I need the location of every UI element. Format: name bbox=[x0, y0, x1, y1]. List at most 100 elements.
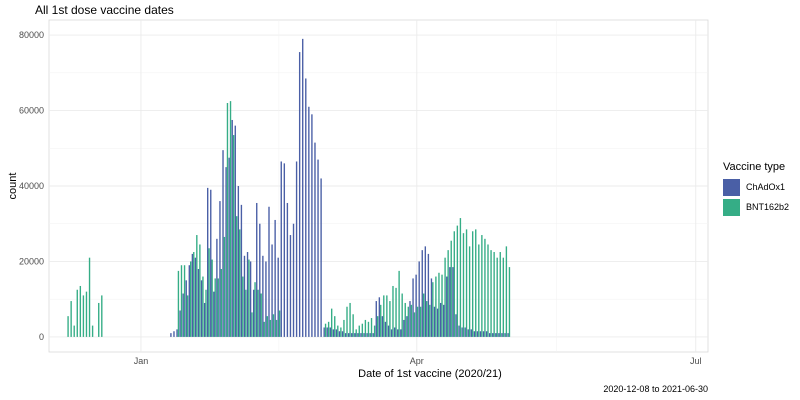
bar-bnt162b2 bbox=[502, 257, 505, 337]
bar-bnt162b2 bbox=[266, 316, 269, 337]
bar-chadox1 bbox=[185, 280, 187, 337]
legend-label-chadox1: ChAdOx1 bbox=[746, 182, 786, 192]
bar-chadox1 bbox=[194, 257, 197, 337]
bar-bnt162b2 bbox=[208, 248, 210, 337]
bar-chadox1 bbox=[498, 333, 500, 337]
y-axis-label: count bbox=[7, 172, 19, 200]
bar-chadox1 bbox=[495, 333, 497, 337]
bar-chadox1 bbox=[188, 265, 190, 337]
bar-bnt162b2 bbox=[407, 306, 409, 337]
bar-chadox1 bbox=[461, 327, 463, 337]
bar-chadox1 bbox=[329, 327, 331, 337]
bar-chadox1 bbox=[222, 150, 224, 337]
bar-chadox1 bbox=[369, 333, 371, 337]
bar-chadox1 bbox=[338, 331, 341, 337]
bar-bnt162b2 bbox=[441, 274, 443, 337]
bar-bnt162b2 bbox=[98, 302, 100, 337]
bar-bnt162b2 bbox=[352, 314, 354, 337]
chart-caption: 2020-12-08 to 2021-06-30 bbox=[603, 384, 708, 394]
bar-bnt162b2 bbox=[395, 287, 397, 337]
bar-bnt162b2 bbox=[444, 257, 446, 337]
legend-item-chadox1: ChAdOx1 bbox=[723, 177, 789, 197]
bar-bnt162b2 bbox=[447, 250, 449, 337]
bar-bnt162b2 bbox=[340, 327, 342, 337]
bar-chadox1 bbox=[274, 219, 276, 337]
bar-bnt162b2 bbox=[85, 291, 88, 337]
bar-bnt162b2 bbox=[278, 310, 281, 337]
bar-chadox1 bbox=[225, 167, 227, 337]
bar-bnt162b2 bbox=[401, 293, 403, 337]
bar-bnt162b2 bbox=[361, 323, 364, 337]
legend: Vaccine type ChAdOx1 BNT162b2 bbox=[723, 161, 789, 217]
bar-bnt162b2 bbox=[367, 321, 370, 337]
y-tick-label: 0 bbox=[39, 332, 44, 342]
bar-bnt162b2 bbox=[422, 293, 425, 337]
bar-chadox1 bbox=[213, 291, 215, 337]
bar-chadox1 bbox=[354, 333, 356, 337]
bar-chadox1 bbox=[403, 319, 405, 337]
bar-chadox1 bbox=[452, 267, 454, 337]
bar-chadox1 bbox=[436, 308, 439, 337]
x-axis-label: Date of 1st vaccine (2020/21) bbox=[358, 368, 502, 380]
bar-chadox1 bbox=[203, 302, 206, 337]
bar-chadox1 bbox=[200, 280, 203, 337]
bar-bnt162b2 bbox=[426, 301, 428, 337]
bar-chadox1 bbox=[280, 161, 282, 337]
bar-bnt162b2 bbox=[223, 236, 226, 337]
bar-bnt162b2 bbox=[193, 252, 195, 337]
bar-bnt162b2 bbox=[493, 252, 495, 337]
bar-chadox1 bbox=[418, 261, 420, 337]
bar-chadox1 bbox=[479, 331, 482, 337]
bar-chadox1 bbox=[197, 269, 200, 337]
bar-chadox1 bbox=[381, 316, 384, 337]
bar-bnt162b2 bbox=[475, 229, 477, 337]
bar-bnt162b2 bbox=[496, 257, 498, 337]
bar-chadox1 bbox=[470, 329, 472, 337]
bar-chadox1 bbox=[268, 206, 270, 337]
bar-chadox1 bbox=[298, 52, 301, 337]
bar-chadox1 bbox=[320, 178, 322, 337]
bar-bnt162b2 bbox=[450, 240, 452, 337]
bar-bnt162b2 bbox=[67, 316, 69, 337]
bar-chadox1 bbox=[409, 301, 411, 337]
bar-chadox1 bbox=[449, 267, 451, 337]
chart-title: All 1st dose vaccine dates bbox=[35, 3, 174, 17]
bar-chadox1 bbox=[191, 253, 194, 337]
bar-bnt162b2 bbox=[334, 316, 336, 337]
bar-bnt162b2 bbox=[380, 304, 382, 337]
bar-bnt162b2 bbox=[389, 301, 391, 337]
bar-chadox1 bbox=[170, 333, 172, 337]
bar-bnt162b2 bbox=[239, 229, 241, 337]
bar-bnt162b2 bbox=[373, 325, 376, 337]
bar-chadox1 bbox=[344, 333, 347, 337]
bar-chadox1 bbox=[179, 310, 181, 337]
y-tick-label: 40000 bbox=[19, 181, 44, 191]
bar-chadox1 bbox=[360, 333, 362, 337]
bar-chadox1 bbox=[476, 331, 479, 337]
bar-bnt162b2 bbox=[468, 246, 471, 337]
bar-bnt162b2 bbox=[499, 252, 501, 337]
bar-chadox1 bbox=[246, 252, 249, 337]
grid-lines bbox=[49, 20, 708, 352]
bar-chadox1 bbox=[277, 257, 279, 337]
bar-bnt162b2 bbox=[248, 259, 250, 337]
bar-bnt162b2 bbox=[484, 238, 486, 337]
bar-bnt162b2 bbox=[330, 308, 333, 337]
bar-chadox1 bbox=[372, 333, 374, 337]
bar-chadox1 bbox=[455, 314, 457, 337]
bar-chadox1 bbox=[412, 278, 414, 337]
bar-chadox1 bbox=[219, 201, 221, 337]
bar-chadox1 bbox=[467, 329, 469, 337]
bar-bnt162b2 bbox=[324, 323, 327, 337]
bar-chadox1 bbox=[326, 327, 328, 337]
bar-chadox1 bbox=[504, 333, 506, 337]
bar-bnt162b2 bbox=[465, 229, 468, 337]
bar-bnt162b2 bbox=[196, 235, 198, 337]
bar-chadox1 bbox=[302, 38, 304, 337]
bar-chadox1 bbox=[259, 223, 261, 337]
bar-chadox1 bbox=[228, 157, 230, 337]
bar-chadox1 bbox=[305, 78, 307, 337]
bar-chadox1 bbox=[390, 329, 393, 337]
bar-bnt162b2 bbox=[180, 265, 183, 337]
bar-bnt162b2 bbox=[349, 302, 351, 337]
